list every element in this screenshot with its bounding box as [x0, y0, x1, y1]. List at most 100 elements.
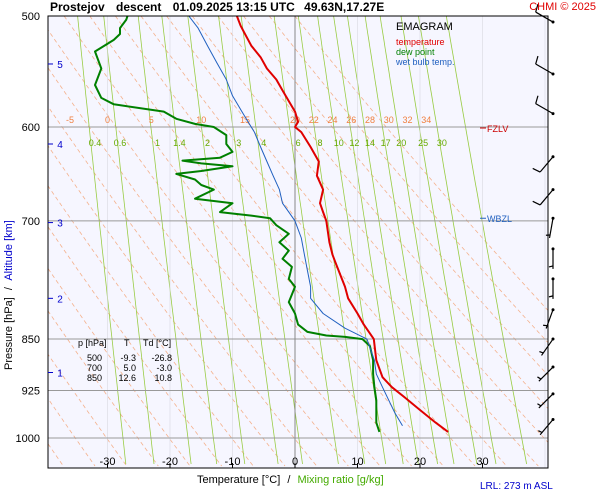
mixing-ratio-line [187, 16, 246, 465]
wind-barb-staff [535, 11, 554, 23]
temperature-tick-label: 0 [292, 456, 298, 468]
mixing-ratio-label: 0.4 [89, 138, 102, 148]
mixing-ratio-label: 3 [236, 138, 241, 148]
table-cell: 700 [87, 363, 102, 373]
dry-adiabat-line [89, 16, 444, 467]
wind-barb-station [551, 417, 555, 421]
dry-adiabat-line [294, 16, 548, 312]
mixing-ratio-line [333, 16, 404, 465]
mixing-ratio-label: 0.6 [114, 138, 127, 148]
mixing-ratio-line [77, 16, 127, 465]
wind-barb-half-feather [548, 295, 554, 298]
mixing-ratio-label: 6 [296, 138, 301, 148]
altitude-tick-label: 3 [57, 219, 63, 230]
wind-barb-staff [539, 189, 554, 206]
pressure-tick-label: 500 [22, 11, 40, 23]
mixing-ratio-line [400, 16, 478, 465]
header-coords: 49.63N,17.27E [304, 0, 384, 14]
dry-adiabat-label: 34 [421, 115, 431, 125]
mixing-ratio-label: 30 [437, 138, 447, 148]
pressure-tick-label: 925 [22, 386, 40, 398]
mixing-ratio-label: 8 [317, 138, 322, 148]
wind-barb [548, 277, 555, 299]
y-axis-title: Pressure [hPa] / Altitude [km] [3, 220, 15, 370]
altitude-tick-label: 5 [57, 60, 63, 71]
profile-series [94, 16, 449, 433]
mixing-ratio-label: 12 [349, 138, 359, 148]
wind-barb [532, 155, 555, 173]
pressure-tick-label: 1000 [16, 433, 40, 445]
x-axis-title-mixing: Mixing ratio [g/kg] [297, 474, 383, 486]
dry-adiabat-labels: -5 0 5 10 15 20 22 24 26 28 30 32 34 [66, 115, 431, 125]
wind-barb-staff [535, 103, 554, 115]
wind-barb-station [551, 216, 555, 220]
mixing-ratio-label: 25 [418, 138, 428, 148]
mixing-ratio-label: 2 [205, 138, 210, 148]
table-cell: -3.0 [156, 363, 172, 373]
wind-barb-station [551, 188, 555, 192]
wind-barb-staff [541, 338, 554, 356]
mixing-ratio-label: 10 [334, 138, 344, 148]
dry-adiabat-label: 28 [365, 115, 375, 125]
wind-barb-station [551, 392, 555, 396]
wind-barb-half-feather [548, 265, 554, 268]
summary-table: p [hPa] T Td [°C] 500 -9.3 -26.8 700 5.0… [78, 338, 172, 383]
table-cell: 850 [87, 373, 102, 383]
dry-adiabat-label: 15 [240, 115, 250, 125]
table-header-td: Td [°C] [143, 338, 171, 348]
header-datetime: 01.09.2025 13:15 UTC [173, 0, 295, 14]
wind-barb-half-feather [537, 376, 542, 380]
mixing-ratio-label: 1 [155, 138, 160, 148]
mixing-ratio-line [161, 16, 218, 465]
dry-adiabat-label: 20 [290, 115, 300, 125]
y-axis-title-altitude: Altitude [km] [3, 220, 15, 281]
table-cell: 5.0 [123, 363, 136, 373]
pressure-tick-label: 700 [22, 216, 40, 228]
table-cell: 10.8 [154, 373, 172, 383]
wind-barb-station [551, 308, 555, 312]
altitude-tick-label: 1 [57, 369, 63, 380]
table-cell: -9.3 [120, 353, 136, 363]
plot-frame [47, 15, 549, 469]
temperature-line [235, 16, 449, 433]
dry-adiabat-label: 24 [327, 115, 337, 125]
pressure-tick-label: 600 [22, 122, 40, 134]
x-axis-title: Temperature [°C] / Mixing ratio [g/kg] [197, 474, 384, 486]
wind-barb-feather [535, 55, 539, 65]
wind-barb-feather [535, 3, 539, 13]
isobar-grid [48, 15, 548, 439]
wind-barb-station [551, 20, 555, 24]
wind-barb [537, 392, 555, 409]
wind-barb-station [551, 155, 555, 159]
lrl-label: LRL: 273 m ASL [480, 481, 553, 492]
y-axis-title-pressure: Pressure [hPa] [3, 297, 15, 370]
table-cell: 12.6 [118, 373, 136, 383]
wind-barb-station [551, 112, 555, 116]
wind-barb-half-feather [539, 350, 544, 354]
mixing-ratio-label: 17 [381, 138, 391, 148]
wind-barb [535, 3, 555, 24]
legend-wet-bulb: wet bulb temp. [395, 57, 455, 67]
mixing-ratio-line [273, 16, 339, 465]
table-cell: -26.8 [151, 353, 172, 363]
x-axis-title-sep: / [287, 474, 291, 486]
mixing-ratio-line [103, 16, 155, 465]
temperature-tick-label: 30 [476, 456, 488, 468]
temperature-tick-label: 10 [351, 456, 363, 468]
header-station: Prostejov [50, 0, 105, 14]
plot-area [48, 16, 548, 468]
table-cell: 500 [87, 353, 102, 363]
wind-barb-feather [532, 167, 541, 173]
legend-temperature: temperature [396, 37, 445, 47]
wind-barb [537, 365, 555, 382]
wind-barb-station [551, 277, 555, 281]
mixing-ratio-line [297, 16, 366, 465]
mixing-ratio-line [364, 16, 438, 465]
wind-barb-station [551, 365, 555, 369]
pressure-axis: 500 600 700 850 925 1000 [16, 11, 40, 445]
dry-adiabat-label: 0 [105, 115, 110, 125]
pressure-tick-label: 850 [22, 334, 40, 346]
wind-barb-staff [538, 366, 554, 382]
legend-dew-point: dew point [396, 47, 435, 57]
table-header-t: T [124, 338, 130, 348]
